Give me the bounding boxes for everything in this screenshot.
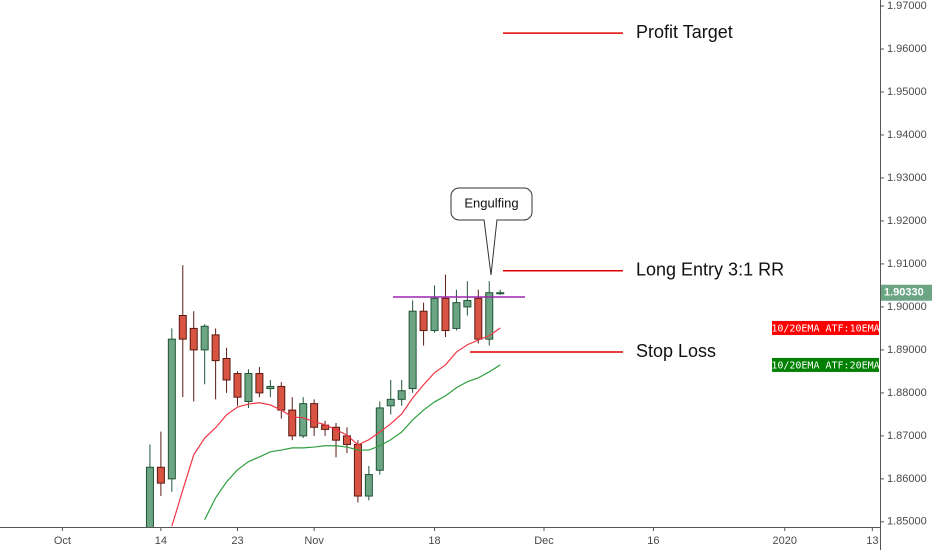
- candle-body: [408, 310, 417, 390]
- level-label: Long Entry 3:1 RR: [636, 260, 784, 280]
- price-axis: 1.97000 1.96000 1.95000 1.94000 1.93000 1.920…: [880, 0, 932, 550]
- x-tick-label: 14: [155, 535, 167, 547]
- last-price-tag: [881, 284, 932, 301]
- annotations: Engulfing Profit Target Long Entry 3:1 RR…: [393, 22, 784, 361]
- candle-body: [441, 297, 450, 332]
- ema-line: [171, 327, 501, 527]
- x-tick-label: 2020: [773, 535, 797, 547]
- candle-body: [299, 403, 308, 437]
- ema-line: [204, 364, 501, 520]
- candle-body: [200, 325, 209, 351]
- candle-body: [244, 373, 253, 402]
- candle-body: [485, 292, 494, 340]
- candle-body: [233, 373, 242, 398]
- candle-body: [189, 327, 198, 351]
- candle-body: [167, 338, 176, 480]
- candle-body: [463, 299, 472, 308]
- y-tick-label: 1.90000: [887, 301, 927, 313]
- candle-body: [178, 315, 187, 340]
- callout-tail: [483, 219, 498, 276]
- candle-body: [277, 385, 286, 411]
- indicator-tag: [772, 357, 879, 372]
- y-tick-label: 1.92000: [887, 215, 927, 227]
- candle-body: [430, 297, 439, 332]
- indicator-tag: [772, 320, 879, 335]
- candle-body: [288, 409, 297, 437]
- callout-text: Engulfing: [464, 195, 518, 210]
- candle-body: [419, 310, 428, 332]
- candle-body: [332, 426, 341, 441]
- y-tick-label: 1.95000: [887, 86, 927, 98]
- y-tick-label: 1.88000: [887, 387, 927, 399]
- plot-area: [145, 265, 505, 527]
- x-tick-label: Nov: [304, 535, 324, 547]
- y-tick-label: 1.91000: [887, 258, 927, 270]
- y-tick-label: 1.89000: [887, 344, 927, 356]
- candle-body: [211, 334, 220, 362]
- y-tick-label: 1.85000: [887, 516, 927, 528]
- x-axis: Oct 14 23 Nov 18 Dec 16 2020 13: [0, 527, 880, 547]
- candle-body: [364, 474, 373, 497]
- y-tick-label: 1.94000: [887, 129, 927, 141]
- x-tick-label: Dec: [534, 535, 554, 547]
- candle-body: [452, 302, 461, 329]
- x-tick-label: 13: [866, 535, 878, 547]
- candle-body: [266, 385, 275, 390]
- candle-body: [474, 297, 483, 340]
- candle-body: [342, 435, 351, 445]
- y-tick-label: 1.87000: [887, 430, 927, 442]
- y-tick-label: 1.96000: [887, 43, 927, 55]
- indicator-tag-label: 10/20EMA ATF:10EMA: [771, 323, 879, 334]
- candle-body: [310, 403, 319, 428]
- level-label: Stop Loss: [636, 341, 716, 361]
- last-price-label: 1.90330: [884, 287, 924, 299]
- candle-body: [156, 466, 165, 484]
- candle-body: [375, 407, 384, 471]
- candle-body: [386, 398, 395, 407]
- x-tick-label: Oct: [54, 535, 71, 547]
- y-tick-label: 1.93000: [887, 172, 927, 184]
- candle-body: [145, 466, 154, 527]
- y-tick-label: 1.86000: [887, 473, 927, 485]
- candle-body: [353, 443, 362, 497]
- x-tick-label: 16: [647, 535, 659, 547]
- candle-body: [222, 357, 231, 381]
- y-tick-label: 1.97000: [887, 0, 927, 12]
- candle-body: [397, 390, 406, 400]
- candle-body: [255, 373, 264, 394]
- indicator-tag-label: 10/20EMA ATF:20EMA: [771, 360, 879, 371]
- candle-body: [496, 292, 505, 295]
- x-tick-label: 23: [231, 535, 243, 547]
- level-label: Profit Target: [636, 22, 733, 42]
- x-tick-label: 18: [428, 535, 440, 547]
- price-axis-panel: [880, 0, 932, 550]
